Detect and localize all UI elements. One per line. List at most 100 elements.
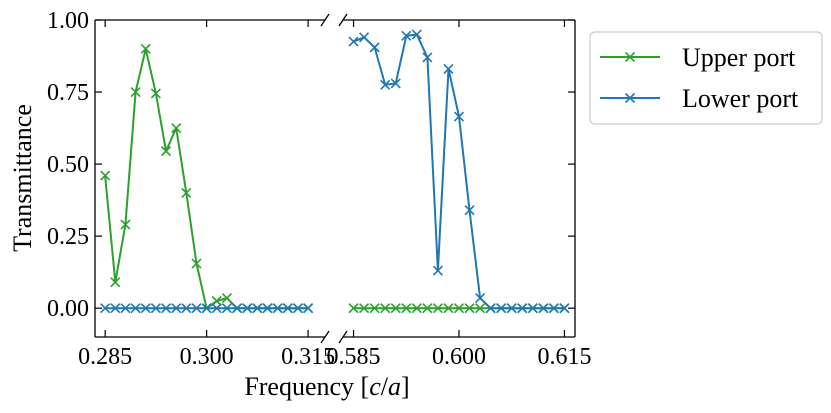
- marker-stroke: [160, 146, 172, 157]
- x-axis-title-suffix: ]: [401, 372, 410, 401]
- data-point-lower-port: [181, 303, 192, 314]
- x-axis-title: Frequency [c/a]: [244, 372, 409, 401]
- marker-stroke: [453, 111, 465, 122]
- marker-stroke: [171, 123, 182, 134]
- marker-stroke: [527, 303, 538, 314]
- y-axis-title: Transmittance: [8, 104, 37, 252]
- x-tick-label: 0.615: [537, 344, 591, 370]
- data-point-upper-port: [453, 303, 465, 314]
- data-point-lower-port: [303, 303, 314, 314]
- data-point-upper-port: [110, 277, 121, 288]
- marker-stroke: [401, 303, 412, 314]
- marker-stroke: [181, 303, 192, 314]
- marker-stroke: [464, 205, 475, 216]
- data-point-lower-port: [496, 303, 507, 314]
- axis-break-mark: [320, 330, 330, 344]
- data-point-lower-port: [282, 303, 293, 314]
- marker-stroke: [624, 51, 636, 63]
- data-point-lower-port: [150, 303, 161, 314]
- marker-stroke: [171, 303, 182, 314]
- marker-stroke: [411, 29, 422, 40]
- marker-stroke: [100, 303, 111, 314]
- legend-item-upper-port: Upper port: [600, 43, 796, 72]
- marker-stroke: [517, 303, 528, 314]
- marker-stroke: [110, 277, 121, 288]
- marker-stroke: [272, 303, 283, 314]
- data-point-lower-port: [130, 303, 141, 314]
- data-point-upper-port: [100, 170, 111, 181]
- marker-stroke: [506, 303, 517, 314]
- data-point-lower-port: [411, 29, 422, 40]
- marker-stroke: [348, 303, 359, 314]
- data-point-lower-port: [110, 303, 121, 314]
- data-point-upper-port: [475, 303, 486, 314]
- ticks: 0.00 0.25 0.50 0.75 1.00 0.285 0.300 0.3150.585…: [47, 8, 591, 370]
- data-point-lower-port: [272, 303, 283, 314]
- data-point-lower-port: [359, 32, 370, 43]
- marker-stroke: [191, 303, 202, 314]
- x-tick-label: 0.285: [78, 344, 132, 370]
- data-point-upper-port: [422, 303, 433, 314]
- x-tick-label: 0.600: [432, 344, 486, 370]
- data-point-upper-port: [348, 303, 359, 314]
- marker-stroke: [359, 32, 370, 43]
- marker-stroke: [181, 187, 192, 198]
- marker-stroke: [140, 43, 151, 54]
- data-point-upper-port: [443, 303, 454, 314]
- marker-stroke: [422, 303, 433, 314]
- legend-marker-lower-port: [624, 92, 636, 104]
- marker-stroke: [242, 303, 253, 314]
- marker-stroke: [496, 303, 507, 314]
- data-point-lower-port: [120, 303, 131, 314]
- data-point-lower-port: [140, 303, 151, 314]
- marker-stroke: [252, 303, 263, 314]
- marker-stroke: [130, 86, 141, 98]
- marker-stroke: [624, 92, 636, 104]
- axis-break-mark: [320, 13, 330, 27]
- legend-label-lower-port: Lower port: [682, 84, 799, 113]
- plot-area-left: [100, 43, 314, 314]
- data-point-upper-port: [191, 258, 202, 269]
- plot-area-right: [348, 29, 570, 314]
- marker-stroke: [369, 303, 380, 314]
- marker-stroke: [211, 295, 222, 307]
- data-point-lower-port: [443, 63, 454, 75]
- marker-stroke: [390, 303, 401, 314]
- data-point-upper-port: [130, 86, 141, 98]
- marker-stroke: [432, 303, 443, 314]
- data-point-upper-port: [380, 303, 391, 314]
- marker-stroke: [201, 303, 212, 314]
- marker-stroke: [559, 303, 570, 314]
- data-point-lower-port: [432, 265, 443, 276]
- data-point-lower-port: [538, 303, 549, 314]
- marker-stroke: [475, 293, 486, 304]
- marker-stroke: [221, 303, 232, 314]
- data-point-lower-port: [252, 303, 263, 314]
- legend-marker-upper-port: [624, 51, 636, 63]
- marker-stroke: [401, 30, 412, 41]
- data-point-upper-port: [369, 303, 380, 314]
- x-axis-title-a: a: [388, 372, 401, 401]
- data-point-upper-port: [120, 219, 131, 230]
- data-point-lower-port: [390, 78, 401, 89]
- legend-item-lower-port: Lower port: [600, 84, 799, 113]
- data-point-lower-port: [422, 52, 433, 63]
- y-tick-label: 0.25: [47, 224, 89, 250]
- marker-stroke: [140, 303, 151, 314]
- series-line-lower-port: [353, 33, 565, 310]
- marker-stroke: [120, 303, 131, 314]
- marker-stroke: [231, 303, 243, 314]
- data-point-lower-port: [201, 303, 212, 314]
- data-point-lower-port: [369, 42, 380, 53]
- x-tick-label: 0.300: [180, 344, 234, 370]
- marker-stroke: [475, 303, 486, 314]
- legend: Upper port Lower port: [589, 31, 823, 125]
- axis-break-mark: [338, 330, 348, 344]
- marker-stroke: [100, 170, 111, 181]
- data-point-lower-port: [517, 303, 528, 314]
- marker-stroke: [538, 303, 549, 314]
- data-point-lower-port: [160, 303, 172, 314]
- marker-stroke: [443, 63, 454, 75]
- marker-stroke: [130, 303, 141, 314]
- x-axis-title-slash: /: [381, 372, 389, 401]
